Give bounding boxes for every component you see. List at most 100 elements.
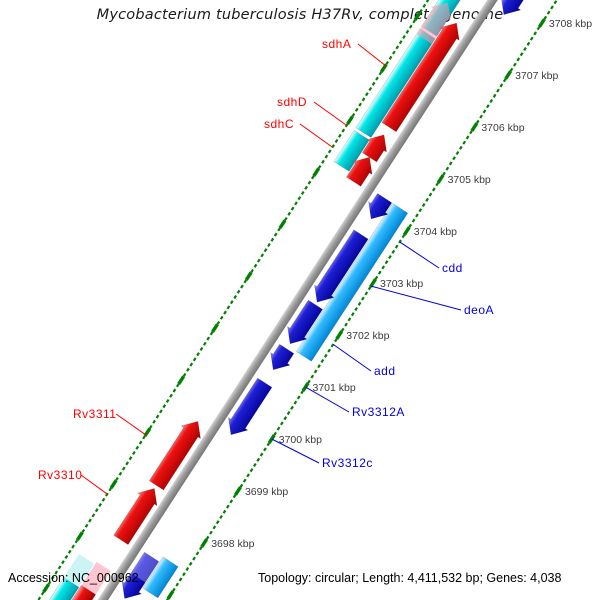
ruler-minor-tick [209, 530, 213, 535]
ruler-minor-tick [138, 440, 143, 445]
ruler-minor-tick [91, 513, 96, 518]
ruler-minor-tick [519, 52, 524, 57]
ruler-minor-tick [267, 242, 271, 248]
kbp-label-3705: 3705 kbp [448, 174, 491, 186]
ruler-minor-tick [455, 150, 460, 156]
ruler-minor-tick [415, 213, 419, 218]
ruler-minor-tick [37, 596, 42, 600]
ruler-major-tick [75, 531, 84, 541]
ruler-minor-tick [324, 154, 329, 159]
gene-feature-translucent-pink-band [81, 561, 111, 595]
ruler-minor-tick [327, 348, 331, 353]
ruler-minor-tick [375, 76, 379, 81]
ruler-minor-tick [523, 46, 527, 52]
ruler-minor-tick [165, 398, 170, 404]
ruler-minor-tick [71, 544, 75, 549]
ruler-minor-tick [118, 471, 123, 476]
gene-feature-sdhA [381, 22, 460, 133]
gene-feature-Rv3312c [228, 377, 273, 436]
ruler-minor-tick [546, 10, 551, 15]
ruler-minor-tick [442, 171, 446, 176]
backbone [67, 0, 545, 600]
leader-line-sdhA [357, 43, 386, 66]
ruler-minor-tick [94, 508, 99, 513]
ruler-minor-tick [350, 312, 355, 317]
ruler-minor-tick [398, 239, 402, 244]
gene-feature-deoA [314, 229, 369, 303]
ruler-minor-tick [283, 416, 288, 421]
ruler-minor-tick [229, 499, 234, 504]
ruler-minor-tick [341, 128, 346, 133]
ruler-minor-tick [74, 539, 79, 544]
ruler-minor-tick [529, 36, 534, 41]
ruler-minor-tick [475, 119, 480, 124]
ruler-minor-tick [526, 41, 531, 46]
ruler-minor-tick [536, 26, 541, 31]
ruler-minor-tick [232, 494, 237, 499]
gene-feature-Rv3310 [113, 488, 158, 545]
ruler-minor-tick [357, 301, 362, 306]
ruler-minor-tick [361, 97, 366, 102]
ruler-minor-tick [148, 424, 153, 430]
ruler-minor-tick [67, 549, 72, 554]
ruler-minor-tick [354, 306, 359, 312]
ruler-minor-tick [294, 201, 298, 206]
ruler-minor-tick [40, 591, 45, 596]
ruler-major-tick [312, 167, 321, 177]
ruler-minor-tick [236, 289, 241, 294]
ruler-minor-tick [307, 379, 311, 384]
ruler-minor-tick [253, 462, 257, 468]
ruler-minor-tick [182, 572, 186, 577]
ruler-major-tick [379, 63, 388, 73]
ruler-minor-tick [290, 405, 294, 410]
gene-label-sdhA: sdhA [322, 37, 351, 51]
leader-line-Rv3311 [115, 413, 147, 436]
ruler-minor-tick [482, 109, 487, 114]
ruler-minor-tick [553, 0, 558, 5]
ruler-minor-tick [313, 369, 318, 374]
ruler-major-tick [504, 70, 512, 80]
ruler-minor-tick [169, 393, 173, 398]
ruler-minor-tick [175, 383, 180, 388]
ruler-minor-tick [448, 161, 453, 166]
accession-text: Accession: NC_000962 [8, 571, 139, 585]
ruler-minor-tick [378, 71, 383, 76]
leader-line-sdhD [313, 101, 347, 126]
ruler-minor-tick [428, 192, 433, 197]
ruler-minor-tick [311, 175, 315, 180]
ruler-minor-tick [465, 135, 470, 140]
ruler-minor-tick [64, 554, 69, 559]
ruler-minor-tick [388, 254, 392, 260]
kbp-label-3698: 3698 kbp [211, 538, 254, 550]
ruler-minor-tick [182, 372, 187, 378]
ruler-major-tick [346, 115, 354, 125]
ruler-minor-tick [290, 206, 295, 211]
gene-feature-blue-arrow-top [500, 0, 533, 15]
ruler-minor-tick [327, 149, 332, 154]
gene-feature-cyan-band-edge [48, 577, 80, 600]
ruler-minor-tick [212, 525, 217, 530]
ruler-minor-tick [513, 62, 517, 67]
ruler-minor-tick [240, 284, 244, 289]
ruler-minor-tick [496, 88, 500, 93]
ruler-minor-tick [186, 367, 190, 372]
ruler-minor-tick [405, 29, 410, 34]
ruler-minor-tick [462, 140, 467, 145]
ruler-minor-tick [101, 497, 106, 502]
kbp-label-3701: 3701 kbp [313, 382, 356, 394]
ruler-minor-tick [105, 492, 109, 497]
ruler-minor-tick [394, 244, 399, 249]
gene-feature-sdhD [361, 134, 387, 163]
ruler-minor-tick [132, 450, 136, 456]
ruler-minor-tick [206, 336, 211, 341]
ruler-minor-tick [418, 208, 423, 213]
ruler-minor-tick [293, 400, 298, 405]
ruler-minor-tick [286, 410, 291, 416]
ruler-minor-tick [198, 546, 203, 551]
ruler-minor-tick [192, 357, 197, 362]
ruler-minor-tick [178, 577, 183, 582]
ruler-major-tick [234, 486, 242, 496]
gene-feature-add [287, 299, 323, 345]
ruler-minor-tick [338, 133, 342, 138]
